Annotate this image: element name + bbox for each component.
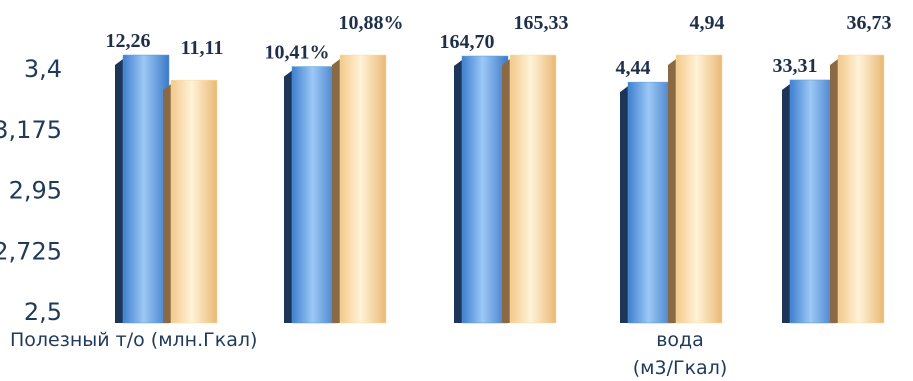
bar <box>509 54 557 324</box>
bar-side <box>332 59 340 323</box>
category-line: (м3/Гкал) <box>633 357 728 379</box>
value-label: 12,26 <box>106 30 151 52</box>
value-label: 4,94 <box>690 12 725 34</box>
bar <box>339 54 387 324</box>
bar-side <box>782 83 790 324</box>
category-label: вода (м3/Гкал) <box>633 329 728 379</box>
category-label: Полезный т/о (млн.Гкал) <box>10 329 257 351</box>
bar <box>837 54 885 324</box>
value-label: 36,73 <box>847 12 892 34</box>
bar-side <box>668 59 676 323</box>
bar <box>627 81 675 324</box>
category-line: вода <box>656 329 704 351</box>
y-tick-label: 2,5 <box>24 298 62 326</box>
bar-side <box>830 59 838 323</box>
y-tick-label: 3,4 <box>24 55 62 83</box>
bar-side <box>454 60 462 323</box>
y-tick-label: 3,175 <box>0 116 62 144</box>
bar-side <box>163 84 171 323</box>
value-label: 10,88% <box>339 12 404 34</box>
value-label: 10,41% <box>265 42 330 64</box>
bar <box>675 54 723 324</box>
value-label: 33,31 <box>773 55 818 77</box>
y-tick-label: 2,95 <box>9 177 62 205</box>
bar <box>122 54 170 324</box>
bar-side <box>620 86 628 323</box>
bar <box>170 79 218 324</box>
bar-side <box>284 70 292 323</box>
bar <box>789 79 837 324</box>
bar-side <box>502 59 510 323</box>
bar-side <box>115 59 123 323</box>
y-tick-label: 2,725 <box>0 237 62 265</box>
value-label: 164,70 <box>440 31 495 53</box>
value-label: 11,11 <box>181 37 224 59</box>
bar <box>291 66 339 324</box>
value-label: 4,44 <box>616 57 651 79</box>
value-label: 165,33 <box>514 12 569 34</box>
bar <box>461 55 509 324</box>
